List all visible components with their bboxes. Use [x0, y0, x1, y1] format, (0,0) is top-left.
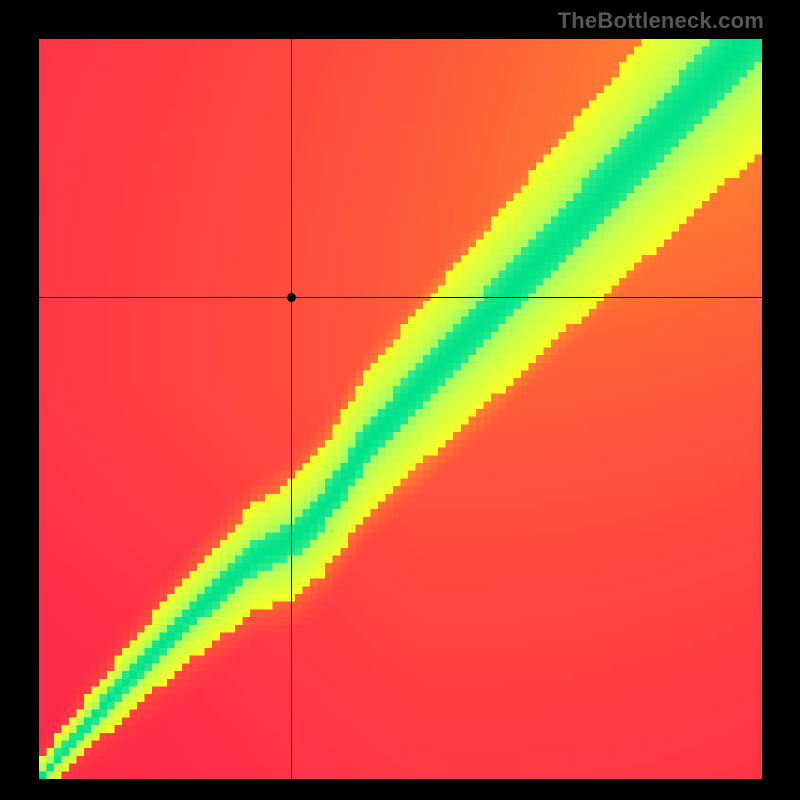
chart-container: { "watermark": { "text": "TheBottleneck.… — [0, 0, 800, 800]
crosshair-marker — [287, 293, 296, 302]
crosshair-vertical — [291, 39, 292, 779]
bottleneck-heatmap — [39, 39, 762, 779]
watermark-text: TheBottleneck.com — [558, 8, 764, 34]
crosshair-horizontal — [39, 297, 762, 298]
